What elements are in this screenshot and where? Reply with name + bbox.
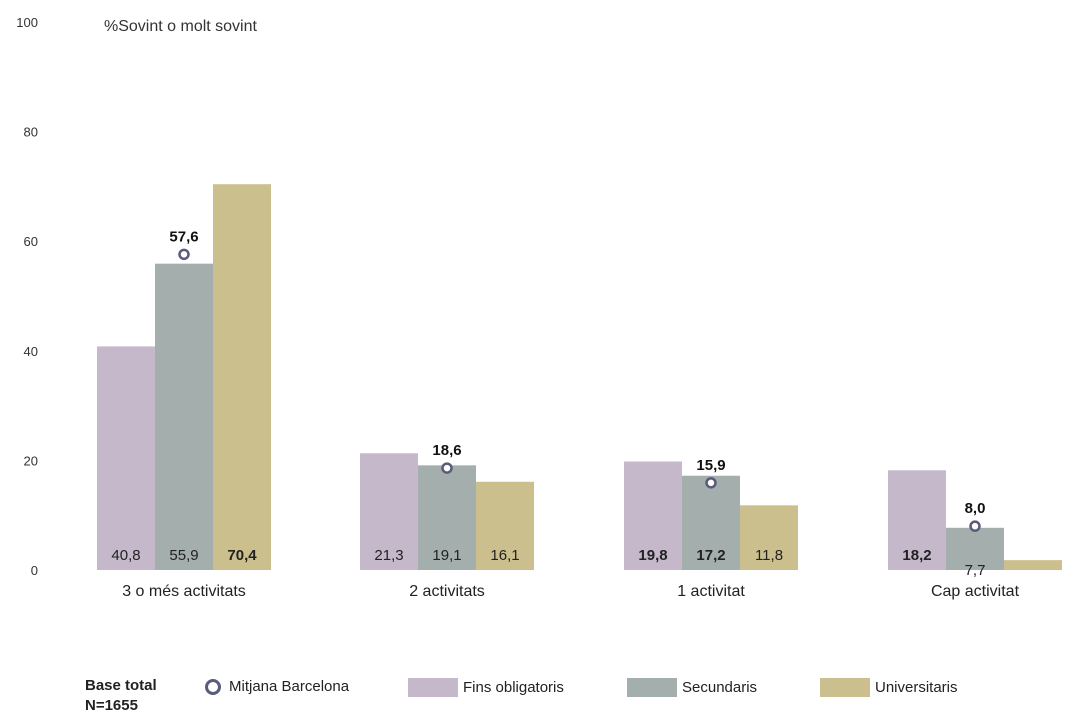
legend-label-universitaris: Universitaris bbox=[875, 679, 958, 696]
legend-item-average: Mitjana Barcelona bbox=[205, 678, 349, 695]
legend-swatch-secundaris bbox=[627, 678, 677, 697]
x-category-label: 2 activitats bbox=[409, 583, 485, 600]
bar bbox=[155, 263, 213, 570]
bar-value-label: 17,2 bbox=[696, 547, 725, 564]
average-value-label: 18,6 bbox=[432, 442, 461, 459]
y-tick-label: 40 bbox=[24, 344, 38, 359]
bar bbox=[213, 184, 271, 570]
bar-value-label: 21,3 bbox=[374, 547, 403, 564]
legend-swatch-fins-obligatoris bbox=[408, 678, 458, 697]
average-marker bbox=[441, 462, 453, 474]
average-value-label: 15,9 bbox=[696, 457, 725, 474]
y-tick-label: 0 bbox=[31, 563, 38, 578]
bar-value-label: 19,8 bbox=[638, 547, 667, 564]
base-total-line1: Base total bbox=[85, 677, 157, 694]
bar-value-label: 70,4 bbox=[227, 547, 257, 564]
bar-value-label: 55,9 bbox=[169, 547, 198, 564]
bar-chart: %Sovint o molt sovint 0 20 40 60 80 100 40,8 55,… bbox=[16, 15, 1062, 600]
legend: Base total N=1655 Mitjana Barcelona Fins… bbox=[0, 670, 1065, 720]
bar bbox=[682, 475, 740, 570]
bar bbox=[360, 453, 418, 570]
y-tick-label: 20 bbox=[24, 453, 38, 468]
average-marker bbox=[969, 520, 981, 532]
legend-item-secundaris: Secundaris bbox=[627, 678, 757, 697]
bar-value-label: 18,2 bbox=[902, 547, 931, 564]
legend-average-label: Mitjana Barcelona bbox=[229, 678, 350, 695]
bar-value-label: 19,1 bbox=[432, 547, 461, 564]
bar bbox=[624, 461, 682, 570]
legend-label-fins-obligatoris: Fins obligatoris bbox=[463, 679, 564, 696]
bar bbox=[740, 505, 798, 570]
bar bbox=[1004, 560, 1062, 570]
average-circle-icon bbox=[205, 678, 221, 695]
legend-item-universitaris: Universitaris bbox=[820, 678, 958, 697]
x-category-label: 1 activitat bbox=[677, 583, 745, 600]
y-tick-label: 100 bbox=[16, 15, 38, 30]
bar bbox=[97, 346, 155, 570]
bar bbox=[888, 470, 946, 570]
average-value-label: 8,0 bbox=[965, 500, 986, 517]
chart-title: %Sovint o molt sovint bbox=[104, 18, 258, 35]
x-category-label: Cap activitat bbox=[931, 583, 1020, 600]
x-category-label: 3 o més activitats bbox=[122, 583, 246, 600]
legend-swatch-universitaris bbox=[820, 678, 870, 697]
average-marker bbox=[705, 477, 717, 489]
bar bbox=[946, 527, 1004, 570]
legend-label-secundaris: Secundaris bbox=[682, 679, 758, 696]
bar-value-label: 40,8 bbox=[111, 547, 140, 564]
y-tick-label: 80 bbox=[24, 125, 38, 140]
bar-value-label: 11,8 bbox=[755, 547, 783, 564]
legend-item-fins-obligatoris: Fins obligatoris bbox=[408, 678, 564, 697]
bar bbox=[418, 465, 476, 570]
base-total-label: Base total N=1655 bbox=[85, 676, 157, 716]
y-tick-label: 60 bbox=[24, 234, 38, 249]
average-marker bbox=[178, 248, 190, 261]
bar-value-label: 7,7 bbox=[965, 562, 986, 579]
average-value-label: 57,6 bbox=[169, 228, 198, 245]
bar-value-label: 16,1 bbox=[490, 547, 519, 564]
base-total-line2: N=1655 bbox=[85, 697, 138, 714]
bar bbox=[476, 481, 534, 570]
